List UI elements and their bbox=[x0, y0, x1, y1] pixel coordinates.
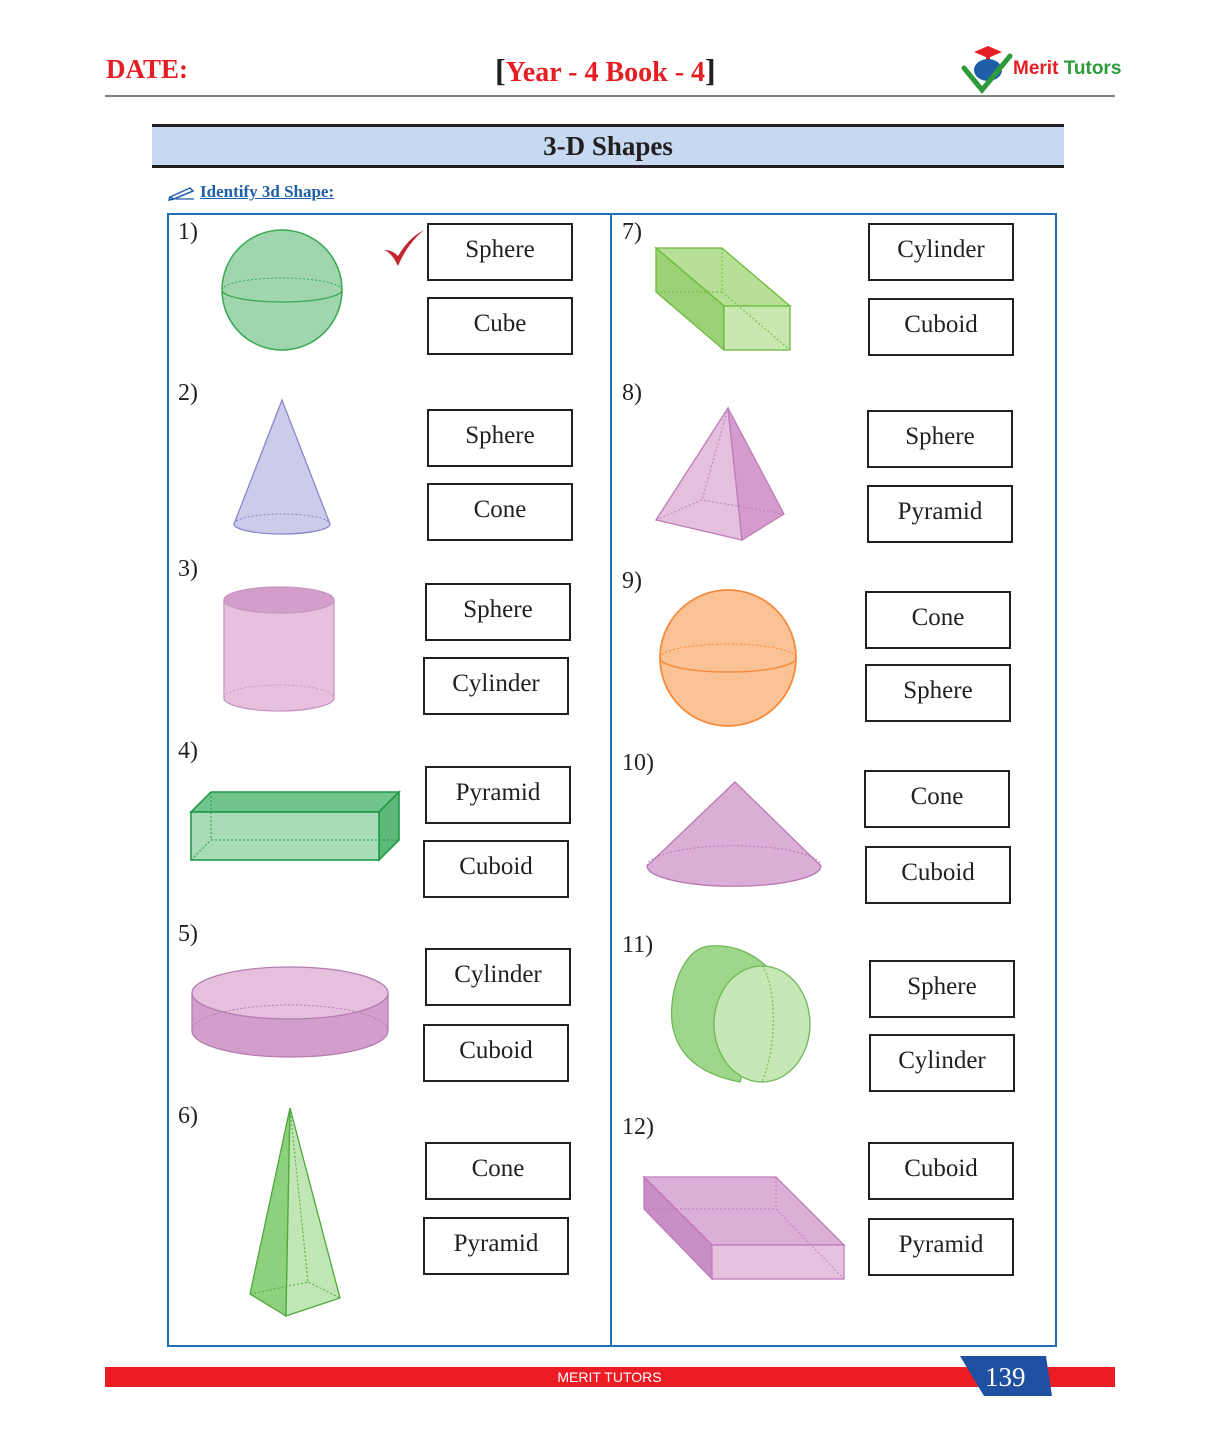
question-number: 1) bbox=[178, 219, 198, 245]
answer-option[interactable]: Pyramid bbox=[425, 766, 571, 824]
answer-option[interactable]: Cylinder bbox=[869, 1034, 1015, 1092]
answer-option[interactable]: Cuboid bbox=[868, 298, 1014, 356]
sphere-icon bbox=[221, 229, 343, 351]
question-number: 9) bbox=[622, 568, 642, 594]
question-number: 4) bbox=[178, 738, 198, 764]
answer-option[interactable]: Cylinder bbox=[423, 657, 569, 715]
answer-option[interactable]: Cone bbox=[427, 483, 573, 541]
answer-option[interactable]: Pyramid bbox=[423, 1217, 569, 1275]
pyramid-icon bbox=[654, 406, 785, 542]
answer-option[interactable]: Cone bbox=[864, 770, 1010, 828]
date-label: DATE: bbox=[106, 54, 189, 84]
pyramid-icon bbox=[249, 1107, 341, 1318]
answer-option[interactable]: Sphere bbox=[869, 960, 1015, 1018]
footer-brand: MERIT TUTORS bbox=[557, 1369, 662, 1385]
question-number: 3) bbox=[178, 556, 198, 582]
book-title-text: Year - 4 Book - 4 bbox=[505, 57, 706, 88]
answer-option[interactable]: Cylinder bbox=[425, 948, 571, 1006]
cylinder-icon bbox=[223, 586, 335, 712]
question-number: 6) bbox=[178, 1103, 198, 1129]
pencil-icon bbox=[167, 187, 195, 202]
questions-frame bbox=[167, 213, 1057, 1347]
cuboid-icon bbox=[642, 1175, 846, 1281]
page-number: 139 bbox=[985, 1362, 1026, 1392]
question-number: 7) bbox=[622, 219, 642, 245]
answer-option[interactable]: Sphere bbox=[425, 583, 571, 641]
answer-option[interactable]: Cylinder bbox=[868, 223, 1014, 281]
logo-text: Merit Tutors bbox=[1013, 58, 1122, 79]
answer-option[interactable]: Cuboid bbox=[423, 840, 569, 898]
instruction: Identify 3d Shape: bbox=[167, 182, 335, 202]
answer-option[interactable]: Sphere bbox=[427, 409, 573, 467]
footer-bar bbox=[105, 1367, 1115, 1387]
book-title: [Year - 4 Book - 4] bbox=[495, 52, 716, 88]
answer-option[interactable]: Sphere bbox=[865, 664, 1011, 722]
question-number: 10) bbox=[622, 750, 654, 776]
answer-option[interactable]: Sphere bbox=[427, 223, 573, 281]
answer-option[interactable]: Cuboid bbox=[865, 846, 1011, 904]
answer-option[interactable]: Pyramid bbox=[867, 485, 1013, 543]
sphere-icon bbox=[659, 589, 797, 727]
answer-option[interactable]: Pyramid bbox=[868, 1218, 1014, 1276]
worksheet-title: 3-D Shapes bbox=[152, 124, 1064, 168]
instruction-text: Identify 3d Shape: bbox=[200, 182, 335, 201]
merit-tutors-logo-icon bbox=[961, 46, 1013, 94]
page-number-badge-icon bbox=[960, 1356, 1052, 1396]
column-divider bbox=[610, 213, 612, 1347]
cylinder-icon bbox=[670, 945, 811, 1083]
answer-option[interactable]: Cube bbox=[427, 297, 573, 355]
answer-option[interactable]: Cuboid bbox=[423, 1024, 569, 1082]
checkmark-icon bbox=[384, 230, 424, 266]
cuboid-icon bbox=[189, 790, 401, 862]
answer-option[interactable]: Cuboid bbox=[868, 1142, 1014, 1200]
cone-icon bbox=[233, 398, 331, 535]
header-divider bbox=[105, 95, 1115, 97]
cone-icon bbox=[646, 781, 822, 887]
answer-option[interactable]: Cone bbox=[865, 591, 1011, 649]
answer-option[interactable]: Sphere bbox=[867, 410, 1013, 468]
question-number: 12) bbox=[622, 1114, 654, 1140]
cylinder-icon bbox=[191, 966, 389, 1058]
question-number: 8) bbox=[622, 380, 642, 406]
question-number: 5) bbox=[178, 921, 198, 947]
answer-option[interactable]: Cone bbox=[425, 1142, 571, 1200]
question-number: 11) bbox=[622, 932, 654, 958]
question-number: 2) bbox=[178, 380, 198, 406]
cuboid-icon bbox=[654, 246, 792, 352]
